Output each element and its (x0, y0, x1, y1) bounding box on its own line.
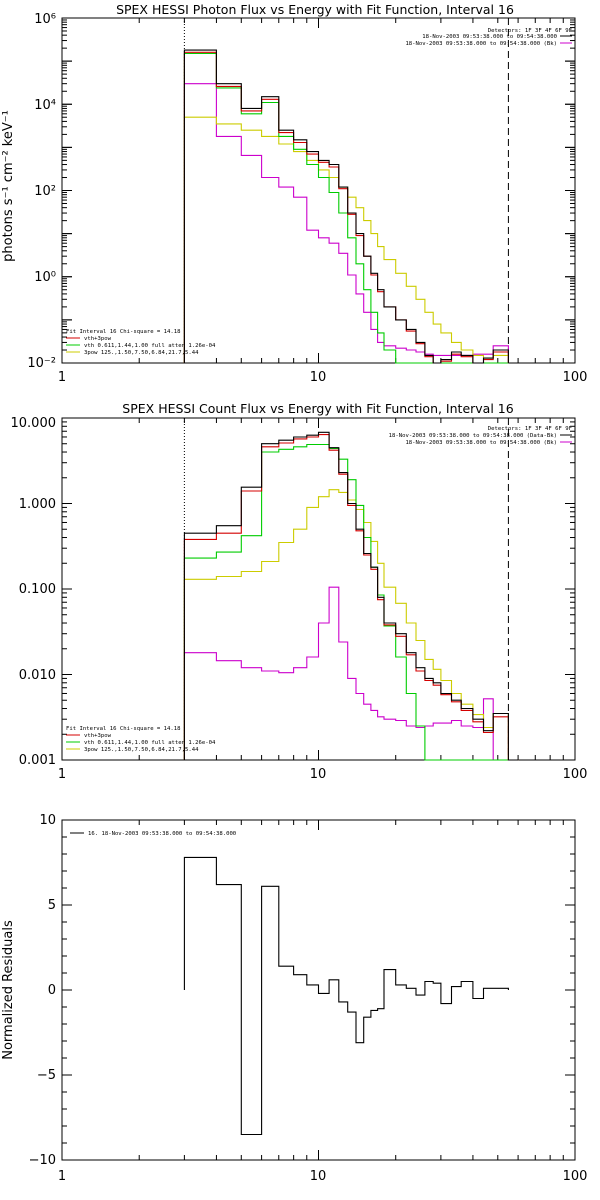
residuals-xtick-label: 10 (310, 1169, 327, 1184)
count-ytick-label: 0.010 (19, 668, 56, 683)
photon-series-bk (183, 83, 509, 363)
residuals-legend-item: 16. 18-Nov-2003 09:53:38.000 to 09:54:38… (88, 831, 236, 837)
count-legend-item: 3pow 125.,1.50,7.50,6.84,21.7,5.44 (84, 747, 199, 753)
count-ticks (61, 417, 576, 761)
photon-series-data (183, 49, 509, 364)
photon-markers (183, 18, 509, 363)
count-series (183, 431, 519, 761)
residuals-xtick-label: 1 (58, 1169, 66, 1184)
count-legend-item: vth 0.611,1.44,1.00 full atten 1.26e-04 (84, 740, 216, 746)
residuals-ytick-label: −10 (29, 1153, 56, 1168)
photon-detectors-label: Detectors: 1F 3F 4F 6F 9F (488, 28, 573, 34)
residuals-ytick-label: 5 (48, 898, 56, 913)
count-xtick-label: 100 (563, 767, 588, 782)
residuals-ytick-label: 0 (48, 983, 56, 998)
photon-legend-item: 18-Nov-2003 09:53:38.000 to 09:54:38.000… (405, 41, 557, 47)
photon-series-total (183, 51, 509, 364)
photon-ytick-label: 10⁻² (27, 356, 56, 371)
photon-xtick-label: 10 (310, 370, 327, 385)
photon-ticks (61, 17, 576, 364)
photon-ytick-label: 10⁰ (34, 270, 56, 285)
photon-series-vth (183, 52, 509, 364)
residuals-series-data (183, 856, 509, 1136)
photon-fit-info: Fit Interval 16 Chi-square = 14.18 (66, 329, 181, 335)
count-ytick-label: 1.000 (19, 497, 56, 512)
count-legend-item: 18-Nov-2003 09:53:38.000 to 09:54:38.000… (405, 440, 557, 446)
photon-xtick-label: 1 (58, 370, 66, 385)
count-series-data (183, 431, 519, 761)
count-series-bk (183, 586, 519, 761)
residuals-ylabel: Normalized Residuals (1, 920, 16, 1060)
residuals-panel: Normalized Residuals 1 10 100 −10 −5 0 5… (1, 813, 587, 1184)
count-markers (183, 418, 509, 760)
photon-title: SPEX HESSI Photon Flux vs Energy with Fi… (116, 2, 514, 17)
count-plot-frame (61, 417, 576, 761)
count-legend-item: 18-Nov-2003 09:53:38.000 to 09:54:38.000… (389, 433, 557, 439)
count-series-total (183, 434, 519, 761)
count-xtick-label: 1 (58, 767, 66, 782)
count-xtick-label: 10 (310, 767, 327, 782)
photon-legend-item: 3pow 125.,1.50,7.50,6.84,21.7,5.44 (84, 350, 199, 356)
photon-series (183, 49, 509, 364)
count-flux-panel: SPEX HESSI Count Flux vs Energy with Fit… (11, 401, 588, 782)
photon-plot-frame (61, 17, 576, 364)
photon-legend-item: 18-Nov-2003 09:53:38.000 to 09:54:38.000 (422, 34, 557, 40)
count-ytick-label: 0.100 (19, 582, 56, 597)
photon-ytick-label: 10² (34, 184, 56, 199)
photon-series-bpow (183, 116, 509, 363)
residuals-series (183, 856, 509, 1136)
photon-legend-item: vth 0.611,1.44,1.00 full atten 1.26e-04 (84, 343, 216, 349)
count-ytick-label: 0.001 (19, 753, 56, 768)
photon-flux-panel: SPEX HESSI Photon Flux vs Energy with Fi… (1, 2, 587, 385)
count-legend-item: vth+3pow (84, 733, 112, 739)
count-series-vth (183, 443, 519, 761)
photon-ytick-label: 10⁴ (34, 98, 56, 113)
count-fit-info: Fit Interval 16 Chi-square = 14.18 (66, 726, 181, 732)
count-title: SPEX HESSI Count Flux vs Energy with Fit… (122, 401, 513, 416)
residuals-ticks (61, 819, 576, 1161)
residuals-ytick-label: 10 (39, 813, 56, 828)
residuals-ytick-label: −5 (37, 1068, 56, 1083)
residuals-xtick-label: 100 (563, 1169, 588, 1184)
count-series-bpow (183, 489, 519, 761)
photon-xtick-label: 100 (563, 370, 588, 385)
count-ytick-label: 10.000 (11, 416, 57, 431)
count-detectors-label: Detectors: 1F 3F 4F 6F 9F (488, 426, 573, 432)
photon-ylabel: photons s⁻¹ cm⁻² keV⁻¹ (1, 110, 16, 262)
photon-ytick-label: 10⁶ (34, 12, 56, 27)
photon-legend-item: vth+3pow (84, 336, 112, 342)
